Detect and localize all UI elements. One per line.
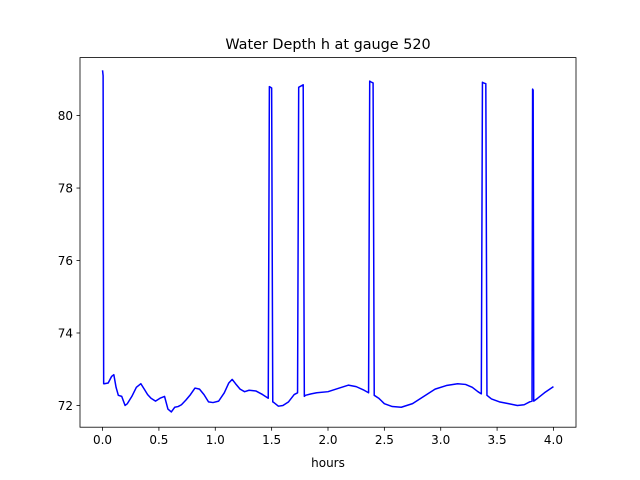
x-tick-label: 1.0 xyxy=(206,433,225,447)
series-layer xyxy=(101,70,554,413)
x-axis: 0.0 0.5 1.0 1.5 2.0 2.5 3.0 3.5 4.0 xyxy=(93,427,563,447)
x-axis-label: hours xyxy=(311,456,345,470)
x-tick-label: 3.0 xyxy=(431,433,450,447)
x-tick-label: 0.5 xyxy=(149,433,168,447)
x-tick-label: 2.5 xyxy=(375,433,394,447)
y-tick-label: 72 xyxy=(58,399,73,413)
y-axis: 72 74 76 78 80 xyxy=(58,109,80,413)
x-tick-label: 1.5 xyxy=(262,433,281,447)
chart-title: Water Depth h at gauge 520 xyxy=(225,37,430,53)
x-tick-label: 0.0 xyxy=(93,433,112,447)
x-tick-label: 2.0 xyxy=(318,433,337,447)
y-tick-label: 76 xyxy=(58,254,73,268)
x-tick-label: 4.0 xyxy=(544,433,563,447)
y-tick-label: 74 xyxy=(58,326,73,340)
series-line xyxy=(101,70,554,413)
x-tick-label: 3.5 xyxy=(488,433,507,447)
y-tick-label: 80 xyxy=(58,109,73,123)
y-tick-label: 78 xyxy=(58,181,73,195)
